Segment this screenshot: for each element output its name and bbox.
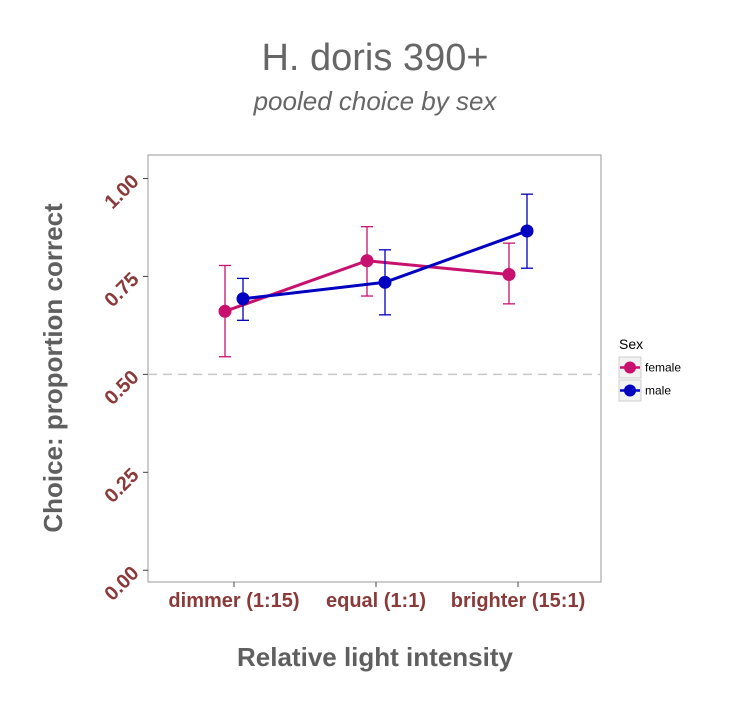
series-layer bbox=[218, 193, 534, 358]
plot-panel bbox=[147, 154, 602, 583]
y-tick-label: 0.25 bbox=[100, 464, 143, 507]
x-tick-label: equal (1:1) bbox=[326, 590, 426, 612]
chart-title: H. doris 390+ bbox=[261, 37, 488, 79]
x-tick-label: brighter (15:1) bbox=[451, 590, 585, 612]
data-point bbox=[236, 292, 250, 306]
data-point bbox=[520, 224, 534, 238]
y-axis-title: Choice: proportion correct bbox=[38, 203, 68, 533]
data-point bbox=[502, 267, 516, 281]
legend-title: Sex bbox=[619, 336, 643, 352]
data-point bbox=[378, 275, 392, 289]
data-point bbox=[218, 304, 232, 318]
y-tick-label: 1.00 bbox=[100, 170, 143, 213]
legend-key-point bbox=[624, 361, 636, 374]
x-axis-title: Relative light intensity bbox=[237, 642, 513, 672]
y-tick-label: 0.50 bbox=[100, 366, 143, 409]
legend-key-point bbox=[624, 384, 636, 397]
legend-label: male bbox=[645, 384, 671, 398]
y-tick-label: 0.00 bbox=[100, 562, 143, 605]
series-male bbox=[236, 193, 534, 321]
chart-subtitle: pooled choice by sex bbox=[253, 86, 498, 116]
legend: Sex female male bbox=[618, 336, 681, 402]
data-point bbox=[360, 254, 374, 268]
x-tick-label: dimmer (1:15) bbox=[168, 590, 299, 612]
y-tick-label: 0.75 bbox=[100, 268, 143, 311]
legend-label: female bbox=[645, 361, 681, 375]
legend-items: female male bbox=[618, 356, 681, 402]
